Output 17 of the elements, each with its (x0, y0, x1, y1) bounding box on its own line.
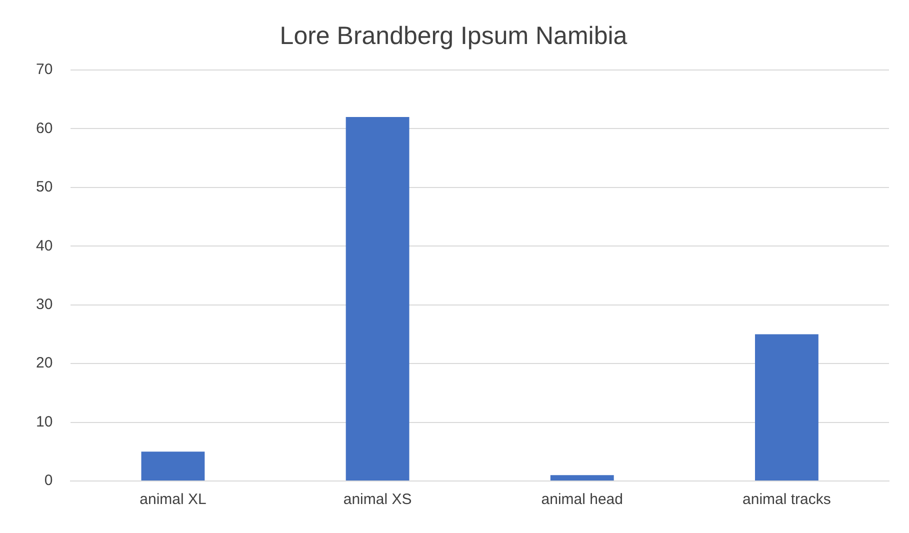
y-tick-label: 0 (44, 472, 53, 490)
bar (755, 334, 818, 480)
y-tick-label: 60 (36, 120, 53, 137)
x-tick-label: animal XL (140, 491, 206, 508)
bar (346, 116, 410, 480)
y-tick-label: 10 (36, 413, 53, 430)
x-tick-label: animal head (541, 491, 623, 508)
y-tick-label: 40 (36, 237, 53, 254)
y-tick-label: 50 (36, 178, 53, 196)
x-tick-label: animal tracks (742, 491, 831, 508)
chart-title: Lore Brandberg Ipsum Namibia (280, 22, 628, 50)
bar (550, 475, 614, 480)
y-tick-label: 20 (36, 354, 53, 372)
y-tick-label: 70 (36, 61, 53, 78)
bar (141, 452, 205, 480)
x-tick-label: animal XS (343, 491, 412, 508)
y-tick-label: 30 (36, 296, 53, 313)
